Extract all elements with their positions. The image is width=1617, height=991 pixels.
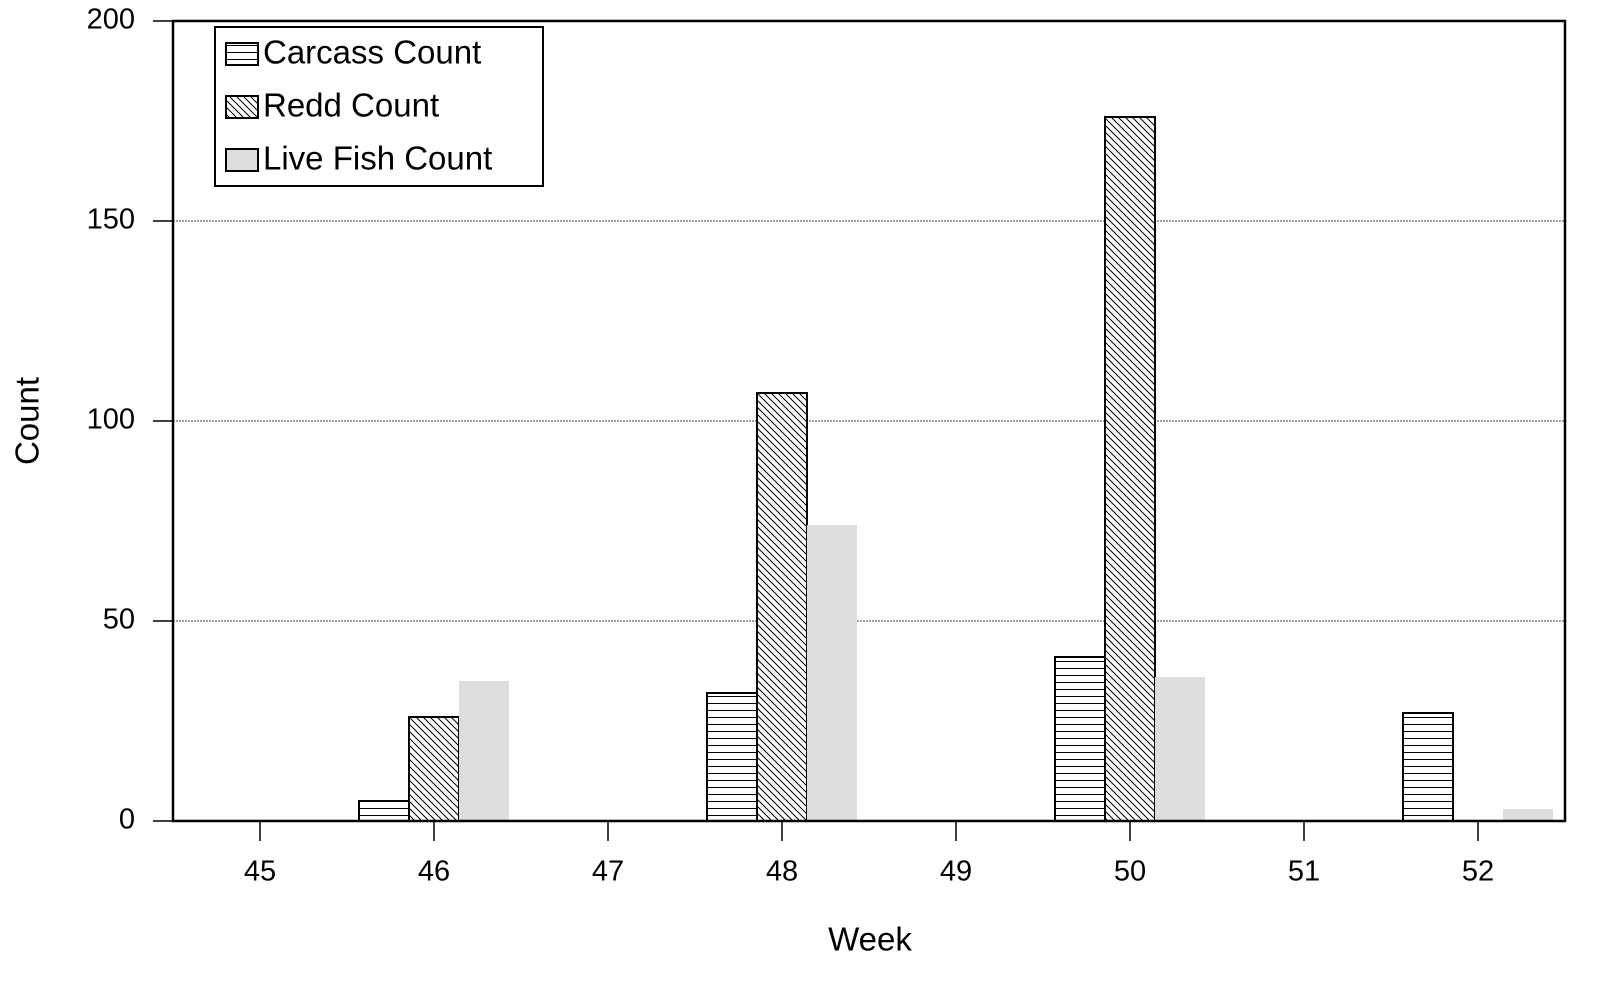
x-tick-label: 51 — [1288, 856, 1320, 888]
legend-label: Carcass Count — [263, 34, 481, 71]
bar — [1155, 677, 1205, 821]
bar — [1402, 712, 1454, 822]
bar — [1104, 116, 1156, 822]
legend-swatch — [225, 42, 259, 66]
x-tick-label: 47 — [592, 856, 624, 888]
y-tick-label: 100 — [87, 404, 135, 436]
x-tick-label: 50 — [1114, 856, 1146, 888]
legend-label: Live Fish Count — [263, 140, 492, 177]
x-tick-label: 49 — [940, 856, 972, 888]
bar — [1054, 656, 1106, 822]
y-tick-label: 50 — [103, 604, 135, 636]
legend-box — [214, 26, 544, 187]
y-tick-label: 150 — [87, 204, 135, 236]
legend-swatch — [225, 95, 259, 119]
x-tick-label: 52 — [1462, 856, 1494, 888]
plot-frame — [171, 19, 1567, 823]
legend-swatch — [225, 148, 259, 172]
y-tick-label: 0 — [119, 804, 135, 836]
bar — [756, 392, 808, 822]
bar — [358, 800, 410, 822]
bar — [807, 525, 857, 821]
x-tick-label: 48 — [766, 856, 798, 888]
y-axis-title: Count — [9, 377, 46, 465]
bar — [706, 692, 758, 822]
legend-label: Redd Count — [263, 87, 439, 124]
y-tick-label: 200 — [87, 4, 135, 36]
bar — [408, 716, 460, 822]
x-tick-label: 45 — [244, 856, 276, 888]
x-tick-label: 46 — [418, 856, 450, 888]
bar — [1503, 809, 1553, 821]
x-axis-title: Week — [828, 921, 912, 958]
bar — [459, 681, 509, 821]
